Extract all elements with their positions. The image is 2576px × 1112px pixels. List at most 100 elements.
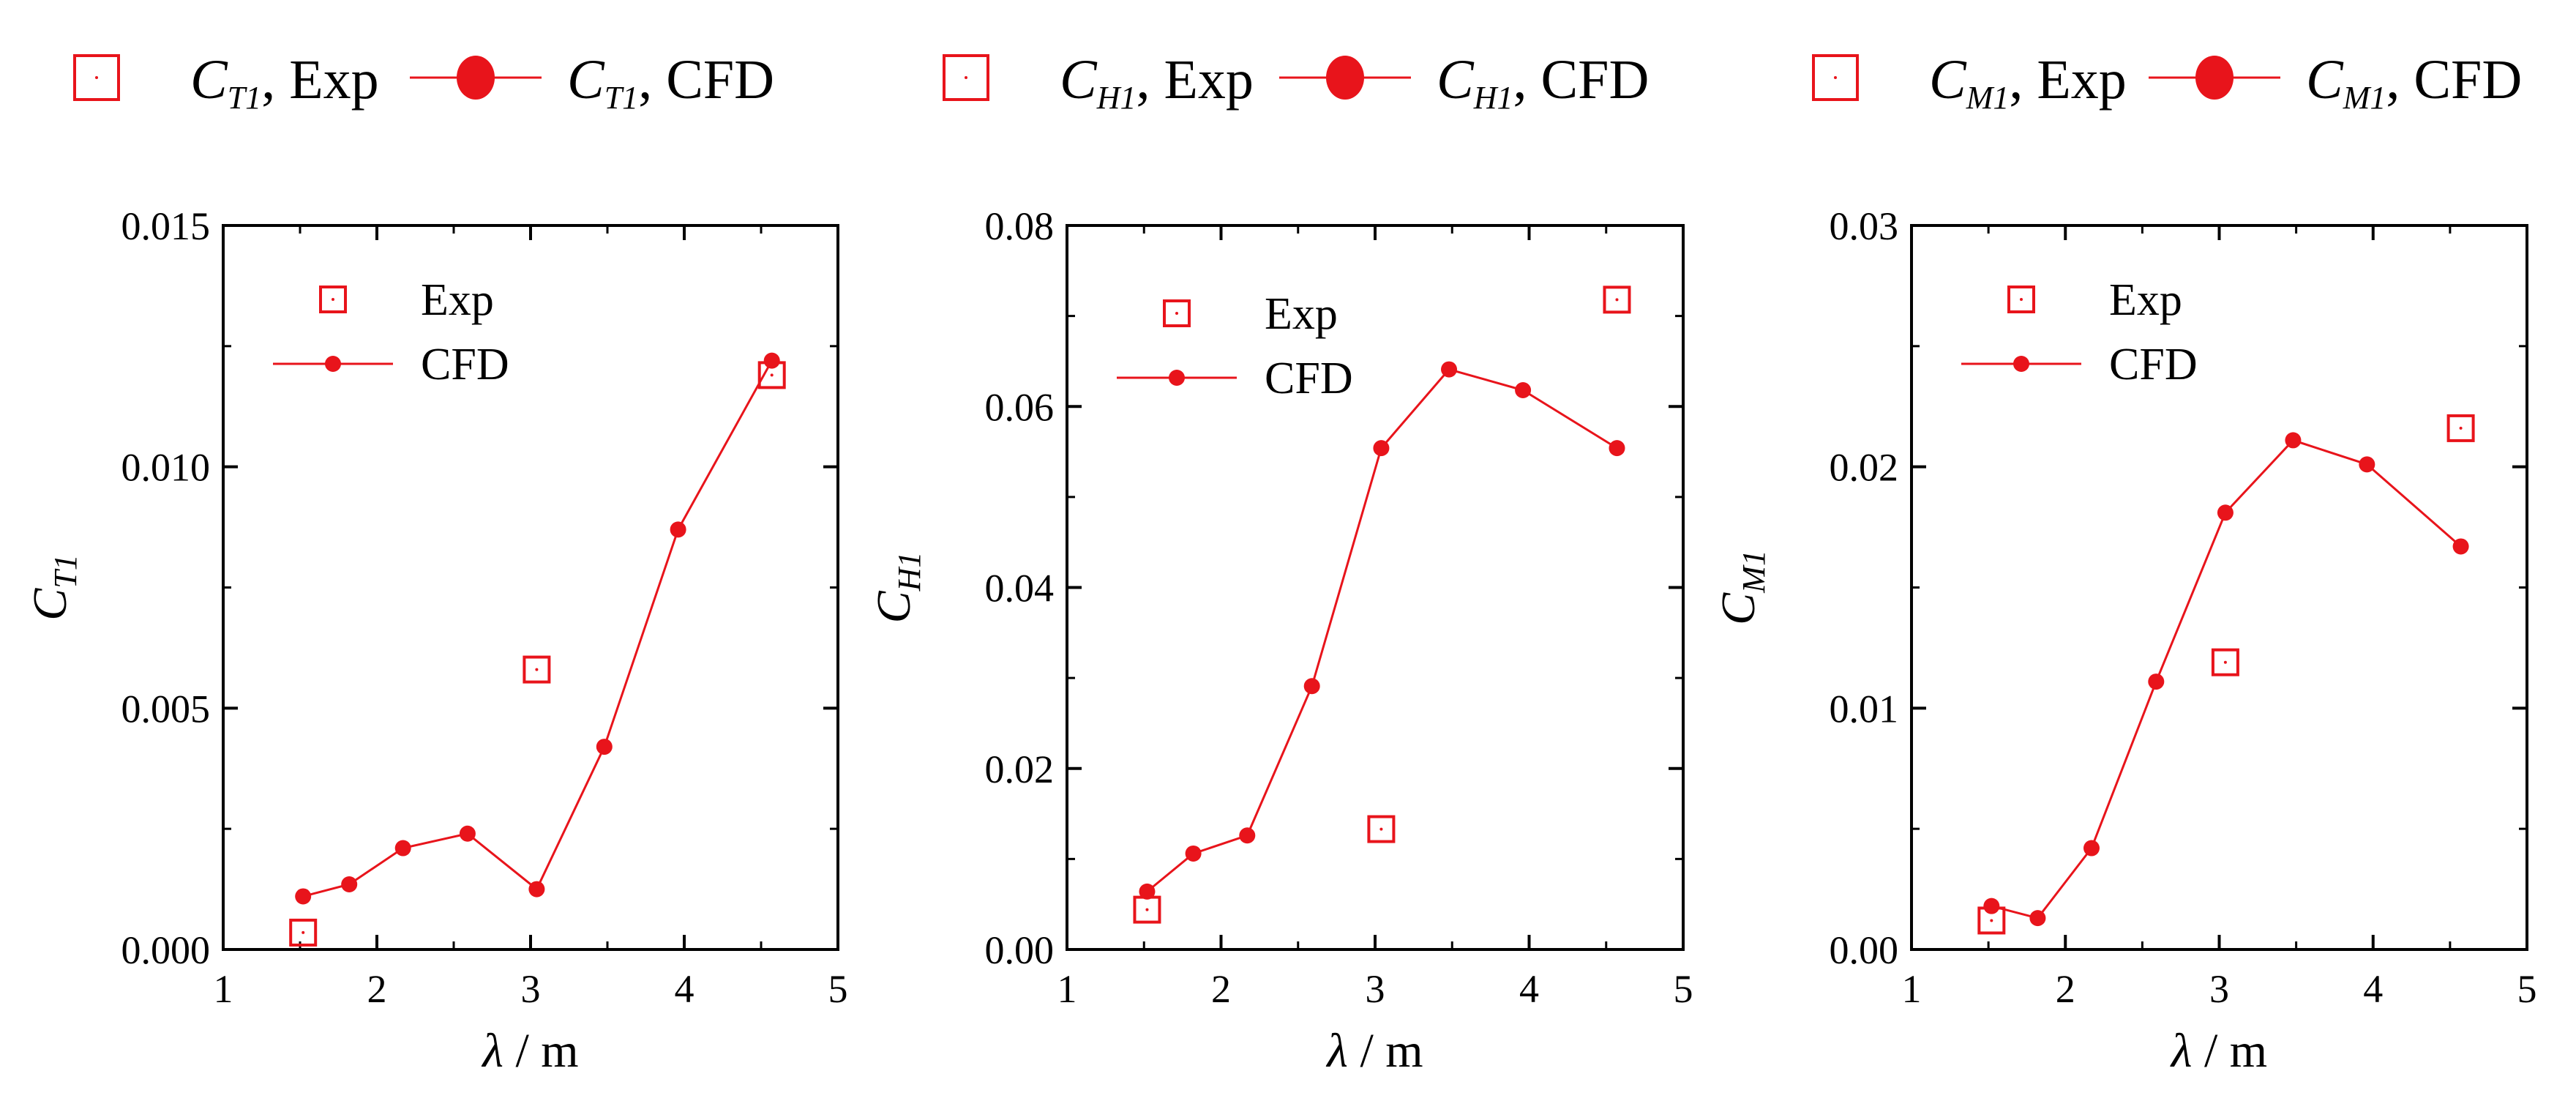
y-tick-label: 0.005 <box>121 687 211 731</box>
exp-point <box>2446 414 2475 442</box>
x-tick-label: 1 <box>214 967 233 1011</box>
top-legend-text: , CFD <box>638 49 774 111</box>
cfd-point <box>1609 440 1625 457</box>
top-legend-sub: T1 <box>228 80 261 116</box>
y-tick-label: 0.00 <box>1830 928 1899 972</box>
x-tick-label: 3 <box>2209 967 2229 1011</box>
x-tick-label: 3 <box>521 967 541 1011</box>
cfd-point <box>1983 898 2000 914</box>
top-legend: CT1, Exp CT1, CFD CH1, Exp CH1, CFD CM1, Exp… <box>73 49 2522 116</box>
top-legend-exp-marker <box>943 54 989 101</box>
x-axis-unit: / m <box>2192 1024 2267 1078</box>
cfd-series-line <box>1146 367 1618 893</box>
exp-point-center <box>1145 908 1149 911</box>
y-axis-symbol: C <box>1712 592 1765 625</box>
x-tick-label: 1 <box>1057 967 1077 1011</box>
x-tick-label: 5 <box>1674 967 1693 1011</box>
cfd-point <box>341 876 358 892</box>
cfd-point <box>394 840 411 857</box>
x-axis-symbol: λ <box>481 1024 503 1078</box>
cfd-point <box>763 352 780 369</box>
y-axis-symbol: C <box>23 588 77 621</box>
cfd-point <box>2083 840 2100 857</box>
top-legend-sub: M1 <box>2343 80 2386 116</box>
top-legend-symbol: C <box>567 49 605 111</box>
top-legend-symbol: C <box>1437 49 1475 111</box>
cfd-point <box>459 825 476 842</box>
cfd-point <box>295 888 312 905</box>
x-tick-label: 2 <box>367 967 387 1011</box>
cfd-point <box>1185 845 1202 862</box>
top-legend-exp-marker <box>1812 54 1859 101</box>
legend-exp-marker-center <box>2020 298 2023 301</box>
cfd-series-line <box>1991 439 2462 919</box>
x-axis-label: λ / m <box>2170 1024 2267 1078</box>
legend-cfd-marker <box>2013 356 2029 372</box>
top-legend-exp-marker-center <box>965 76 967 79</box>
legend-cfd-label: CFD <box>2109 340 2198 389</box>
x-axis-unit: / m <box>503 1024 579 1078</box>
legend-cfd-label: CFD <box>1265 354 1353 403</box>
exp-point-center <box>1379 827 1383 831</box>
cfd-point <box>2452 538 2469 555</box>
cfd-point <box>2359 456 2375 473</box>
cfd-point <box>1373 440 1390 457</box>
chart-1: 1 2 3 4 5 0.000 0.005 0.010 0.015 λ / m CT1 Exp CFD <box>23 204 848 1078</box>
x-axis-unit: / m <box>1348 1024 1423 1078</box>
legend-exp-label: Exp <box>2109 275 2182 325</box>
top-legend-symbol: C <box>2306 49 2344 111</box>
x-tick-label: 5 <box>2517 967 2537 1011</box>
top-legend-symbol: C <box>190 49 228 111</box>
top-legend-text: , Exp <box>1136 49 1253 111</box>
y-tick-label: 0.010 <box>121 446 211 490</box>
legend-exp-marker <box>319 286 347 313</box>
top-legend-sub: H1 <box>1096 80 1137 116</box>
x-axis-symbol: λ <box>2170 1024 2193 1078</box>
y-tick-label: 0.02 <box>1830 446 1899 490</box>
y-axis-sub: H1 <box>891 552 927 592</box>
chart-3: 1 2 3 4 5 0.00 0.01 0.02 0.03 λ / m CM1 Exp CFD <box>1712 204 2537 1078</box>
cfd-point <box>2148 673 2165 690</box>
top-legend-sub: H1 <box>1473 80 1513 116</box>
cfd-point <box>2217 504 2234 521</box>
top-legend-exp-marker-center <box>1834 76 1837 79</box>
cfd-point <box>2285 432 2302 449</box>
top-legend-1: CT1, Exp CT1, CFD <box>73 49 774 116</box>
y-tick-label: 0.03 <box>1830 204 1899 248</box>
top-legend-cfd-label: CM1, CFD <box>2306 49 2522 116</box>
top-legend-sub: T1 <box>604 80 638 116</box>
legend-exp-marker <box>1163 299 1191 327</box>
legend-exp-label: Exp <box>421 275 494 325</box>
cfd-point <box>1515 381 1532 398</box>
top-legend-text: , Exp <box>2009 49 2126 111</box>
chart-2: 1 2 3 4 5 0.00 0.02 0.04 0.06 0.08 λ / m CH1 Exp CFD <box>867 204 1693 1078</box>
top-legend-exp-marker-center <box>95 76 98 79</box>
top-legend-symbol: C <box>1060 49 1098 111</box>
cfd-point <box>1239 827 1256 844</box>
cfd-series-line <box>302 359 774 898</box>
exp-point <box>2211 648 2239 676</box>
y-axis-label: CH1 <box>867 552 927 624</box>
legend-exp-label: Exp <box>1265 289 1338 339</box>
legend-exp-marker-center <box>332 298 334 301</box>
legend-exp-marker-center <box>1175 312 1178 315</box>
legend-cfd-label: CFD <box>421 340 509 389</box>
exp-point-center <box>2459 426 2463 430</box>
y-axis-symbol: C <box>867 590 921 623</box>
x-axis-symbol: λ <box>1325 1024 1348 1078</box>
legend-cfd-marker <box>325 356 341 372</box>
top-legend-exp-label: CH1, Exp <box>1060 49 1254 116</box>
exp-point-center <box>2223 660 2227 664</box>
top-legend-2: CH1, Exp CH1, CFD <box>943 49 1649 116</box>
top-legend-cfd-marker <box>1326 56 1364 100</box>
x-tick-label: 4 <box>2363 967 2383 1011</box>
cfd-point <box>1139 883 1156 900</box>
top-legend-cfd-marker <box>457 56 495 100</box>
top-legend-cfd-label: CT1, CFD <box>567 49 774 116</box>
cfd-point <box>670 521 686 538</box>
y-tick-label: 0.000 <box>121 928 211 972</box>
x-axis-label: λ / m <box>481 1024 578 1078</box>
top-legend-text: , Exp <box>261 49 378 111</box>
